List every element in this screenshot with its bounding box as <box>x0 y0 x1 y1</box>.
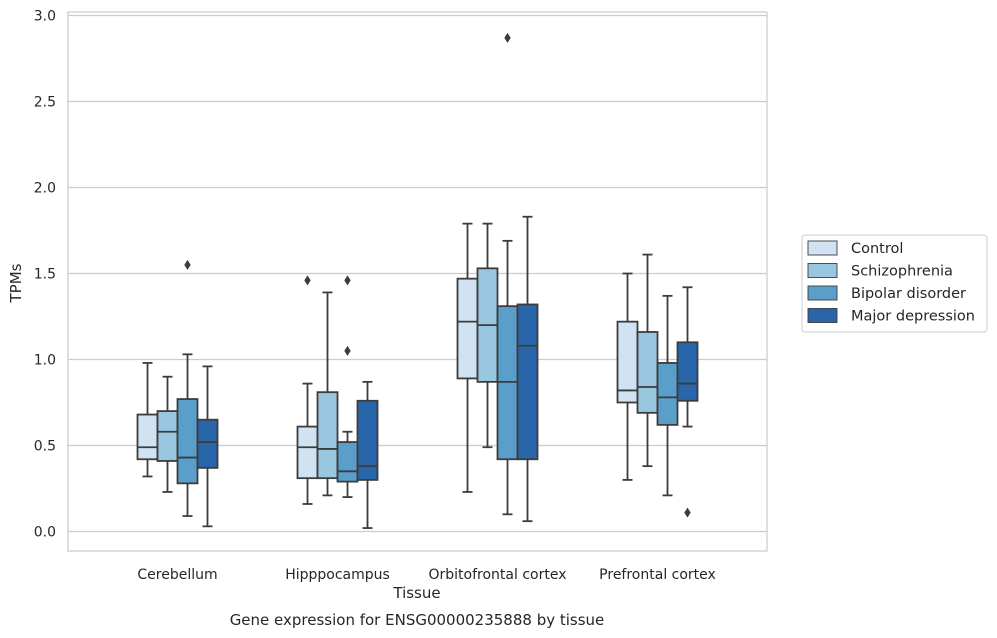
legend-swatch <box>807 263 838 278</box>
box-iqr <box>636 331 659 414</box>
y-axis-label: TPMs <box>7 263 25 303</box>
box-1-3 <box>356 380 379 529</box>
legend-entry-label: Control <box>851 241 903 257</box>
outlier-point <box>504 32 511 43</box>
x-axis-label: Tissue <box>392 584 440 602</box>
box-0-0 <box>136 362 159 478</box>
box-3-2 <box>656 294 679 497</box>
y-axis-ticks: 0.0 0.5 1.0 1.5 2.0 2.5 3.0 <box>34 9 56 541</box>
plot-area-frame <box>67 11 768 552</box>
box-iqr <box>356 399 379 481</box>
box-3-3 <box>676 286 699 518</box>
chart-caption: Gene expression for ENSG00000235888 by t… <box>230 611 605 629</box>
box-iqr <box>176 398 199 485</box>
box-3-0 <box>616 272 639 481</box>
box-iqr <box>656 362 679 426</box>
y-tick-label: 2.0 <box>34 181 56 197</box>
y-tick-label: 1.0 <box>34 353 56 369</box>
outlier-point <box>344 345 351 356</box>
x-tick-label: Orbitofrontal cortex <box>429 567 567 583</box>
y-tick-label: 0.0 <box>34 525 56 541</box>
x-tick-label: Hipppocampus <box>285 567 390 583</box>
outlier-point <box>684 507 691 518</box>
y-tick-label: 1.5 <box>34 267 56 283</box>
legend-entry-label: Major depression <box>851 309 975 325</box>
box-1-2 <box>336 275 359 499</box>
y-tick-label: 3.0 <box>34 9 56 25</box>
box-0-2 <box>176 259 199 517</box>
legend-frame <box>801 234 988 333</box>
box-0-1 <box>156 375 179 493</box>
box-iqr <box>456 277 479 380</box>
x-axis-ticks: Cerebellum Hipppocampus Orbitofrontal cort… <box>137 567 715 583</box>
outlier-point <box>304 275 311 286</box>
y-tick-label: 0.5 <box>34 439 56 455</box>
box-0-3 <box>196 365 219 528</box>
legend-entry-label: Bipolar disorder <box>851 286 966 302</box>
box-iqr <box>676 341 699 402</box>
outlier-point <box>184 259 191 270</box>
box-iqr <box>516 303 539 461</box>
box-iqr <box>196 418 219 469</box>
box-3-1 <box>636 253 659 468</box>
box-2-3 <box>516 215 539 523</box>
box-iqr <box>296 425 319 480</box>
legend-entry-label: Schizophrenia <box>851 264 953 280</box>
box-iqr <box>136 413 159 461</box>
box-1-1 <box>316 291 339 497</box>
legend-swatch <box>807 308 838 323</box>
box-2-0 <box>456 222 479 493</box>
boxes <box>136 32 699 529</box>
box-1-0 <box>296 275 319 505</box>
box-iqr <box>336 441 359 483</box>
box-iqr <box>316 391 339 480</box>
box-iqr <box>156 410 179 462</box>
legend: Control Schizophrenia Bipolar disorder Majo… <box>801 234 988 333</box>
x-tick-label: Cerebellum <box>137 567 217 583</box>
legend-swatch <box>807 240 838 256</box>
box-2-1 <box>476 222 499 449</box>
x-tick-label: Prefrontal cortex <box>599 567 716 583</box>
legend-swatch <box>807 285 838 301</box>
y-tick-label: 2.5 <box>34 95 56 111</box>
outlier-point <box>344 275 351 286</box>
box-2-2 <box>496 32 519 516</box>
